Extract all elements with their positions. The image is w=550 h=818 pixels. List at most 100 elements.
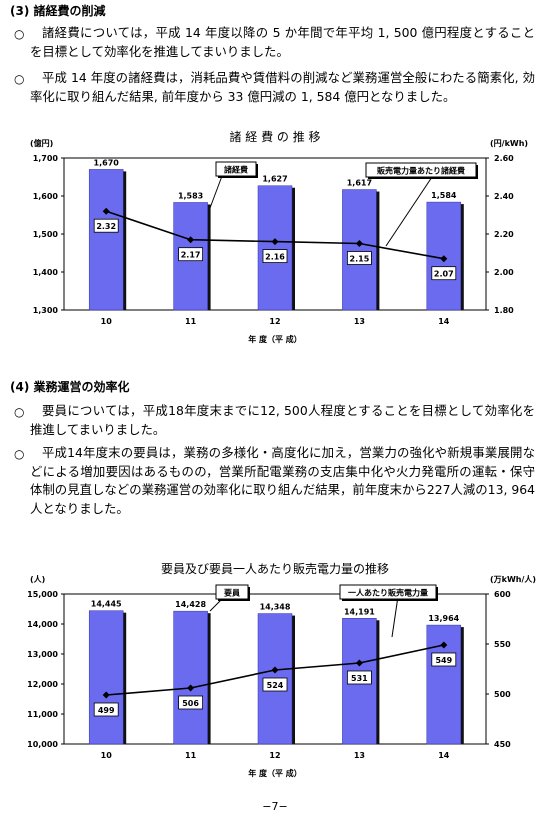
- x-tick-label: 13: [354, 317, 365, 326]
- line-value-label: 499: [98, 706, 115, 715]
- staff-chart: 要員及び要員一人あたり販売電力量の推移 (人) (万kWh/人) 10,000 11,0…: [27, 561, 536, 778]
- line-value-label: 2.32: [96, 222, 116, 231]
- y-tick-label-right: 2.20: [494, 230, 514, 239]
- bullet-icon: ○: [14, 72, 25, 86]
- line-marker: [355, 659, 363, 667]
- bar: [257, 185, 293, 311]
- section-4-paragraph-1: 要員については，平成18年度末までに12, 500人程度とすることを目標として効…: [30, 403, 535, 437]
- chart-title: 要員及び要員一人あたり販売電力量の推移: [161, 561, 389, 576]
- line-value-box: [93, 218, 119, 233]
- bar: [173, 610, 208, 745]
- line-value-label: 2.16: [265, 253, 285, 262]
- bar: [88, 169, 124, 311]
- y-tick-label-right: 2.40: [494, 192, 514, 201]
- line-value-label: 506: [182, 699, 199, 708]
- bar: [342, 189, 377, 311]
- legend-label-line: 一人あたり販売電力量: [348, 588, 428, 598]
- section-3-heading: (3) 諸経費の削減: [10, 4, 106, 18]
- x-tick-label: 11: [185, 751, 197, 760]
- line-value-label: 2.17: [181, 251, 201, 260]
- line-marker: [355, 240, 363, 247]
- y-tick-label-left: 13,000: [27, 650, 58, 659]
- line-value-box: [346, 670, 372, 685]
- line-value-label: 531: [351, 674, 368, 683]
- page-number: −7−: [262, 800, 288, 813]
- y-axis-unit-right: (円/kWh): [490, 139, 528, 148]
- bar-value-label: 1,583: [178, 191, 203, 200]
- x-axis-label: 年 度（平 成）: [248, 768, 302, 778]
- line-value-label: 549: [435, 656, 452, 665]
- y-tick-label-right: 1.80: [494, 306, 514, 315]
- bar-value-label: 1,670: [94, 158, 120, 167]
- line-value-label: 2.07: [434, 270, 454, 279]
- y-tick-label-left: 1,300: [33, 306, 59, 315]
- legend-pointer-bar: [209, 598, 223, 612]
- y-tick-label-right: 550: [494, 640, 511, 649]
- legend-pointer-bar: [209, 175, 223, 209]
- x-tick-label: 11: [185, 317, 197, 326]
- line-marker: [102, 691, 110, 699]
- line-value-box: [346, 251, 372, 265]
- expenses-chart: 諸 経 費 の 推 移 (億円) (円/kWh) 1,300 1,400 1,500 1,6…: [30, 129, 528, 344]
- line-value-box: [262, 677, 288, 692]
- x-axis-label: 年 度（平 成）: [248, 334, 302, 344]
- line-marker: [440, 255, 448, 263]
- y-axis-unit-left: (人): [30, 574, 45, 584]
- legend-label-bar: 諸経費: [224, 165, 248, 175]
- x-tick-label: 13: [354, 751, 365, 760]
- y-tick-label-right: 500: [494, 690, 511, 699]
- line-value-box: [178, 695, 204, 710]
- line-marker: [187, 236, 195, 244]
- y-tick-label-right: 2.00: [494, 268, 514, 277]
- legend-box-line: [339, 584, 437, 600]
- y-tick-label-left: 10,000: [27, 740, 58, 749]
- y-tick-label-left: 1,500: [33, 230, 59, 239]
- line-value-label: 524: [267, 681, 284, 690]
- bullet-icon: ○: [14, 447, 25, 461]
- y-tick-label-left: 1,700: [33, 154, 59, 163]
- x-tick-label: 10: [101, 317, 113, 326]
- bar-value-label: 14,445: [91, 600, 122, 609]
- legend-pointer-line: [385, 176, 433, 247]
- y-tick-label-left: 1,400: [33, 268, 59, 277]
- line-marker: [187, 684, 195, 692]
- line-marker: [440, 641, 448, 649]
- legend-box-bar: [215, 161, 257, 177]
- y-axis-unit-right: (万kWh/人): [490, 574, 536, 584]
- x-tick-label: 14: [438, 751, 450, 760]
- line-value-box: [262, 249, 288, 264]
- line-value-label: 2.15: [350, 255, 370, 264]
- legend-box-bar: [215, 584, 249, 600]
- y-tick-label-left: 11,000: [27, 710, 58, 719]
- legend-box-line: [365, 162, 477, 178]
- chart-title: 諸 経 費 の 推 移: [229, 129, 320, 144]
- line-value-box: [93, 702, 119, 717]
- y-tick-label-right: 450: [494, 740, 511, 749]
- y-tick-label-right: 600: [494, 590, 511, 599]
- section-4-heading: (4) 業務運営の効率化: [10, 380, 130, 394]
- line-value-box: [431, 652, 457, 667]
- line-marker: [102, 207, 110, 215]
- bar-value-label: 14,191: [344, 607, 375, 616]
- line-value-box: [178, 247, 204, 262]
- bar-value-label: 13,964: [428, 614, 459, 623]
- bar-value-label: 14,348: [260, 603, 291, 612]
- y-tick-label-right: 2.60: [494, 154, 514, 163]
- line-marker: [271, 666, 279, 674]
- x-tick-label: 12: [269, 317, 280, 326]
- section-3-paragraph-1: 諸経費については，平成 14 年度以降の 5 か年間で年平均 1, 500 億円…: [30, 25, 535, 59]
- y-tick-label-left: 14,000: [27, 620, 58, 629]
- y-tick-label-left: 15,000: [27, 590, 58, 599]
- line-marker: [271, 238, 279, 246]
- y-tick-label-left: 12,000: [27, 680, 58, 689]
- x-tick-label: 10: [101, 751, 113, 760]
- line-value-box: [431, 266, 457, 281]
- section-3-paragraph-2: 平成 14 年度の諸経費は，消耗品費や賃借料の削減など業務運営全般にわたる簡素化…: [30, 70, 535, 104]
- x-tick-label: 14: [438, 317, 450, 326]
- x-tick-label: 12: [269, 751, 280, 760]
- bullet-icon: ○: [14, 405, 25, 419]
- section-4-paragraph-2: 平成14年度末の要員は，業務の多様化・高度化に加え，営業力の強化や新規事業展開な…: [30, 445, 535, 516]
- legend-pointer-line: [391, 598, 399, 638]
- bar-value-label: 1,617: [347, 179, 372, 188]
- y-axis-unit-left: (億円): [30, 138, 53, 148]
